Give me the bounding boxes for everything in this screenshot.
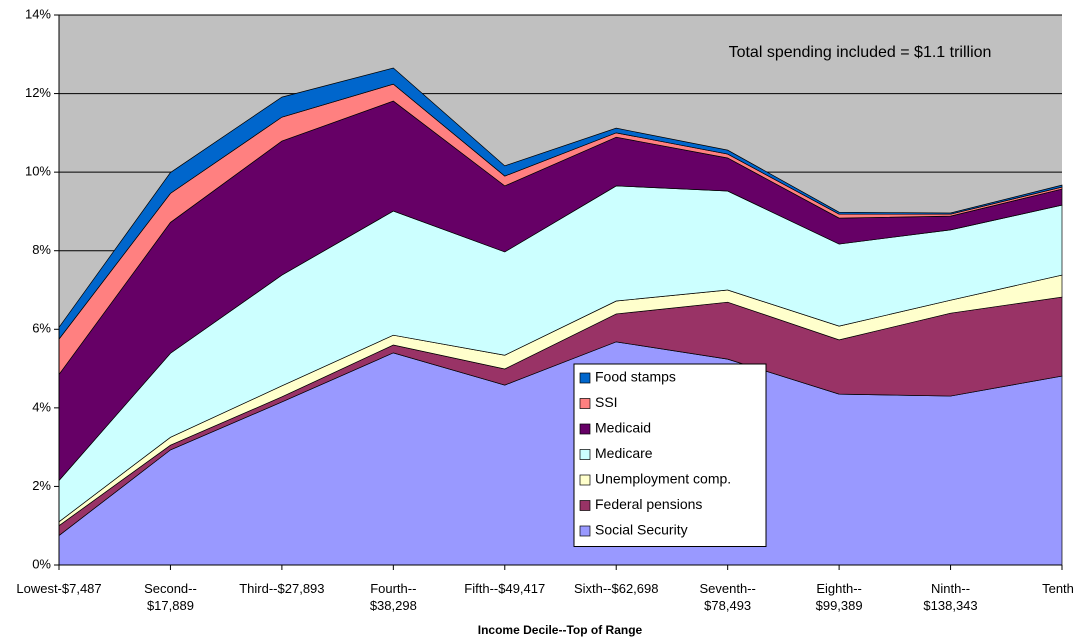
legend-swatch [579,525,591,537]
y-tick-label: 8% [32,242,51,257]
area [58,67,1063,341]
x-tick-label: Fifth--$49,417 [464,581,546,596]
x-tick-label: Sixth--$62,698 [573,581,659,596]
y-tick-label: 14% [25,6,51,21]
x-tick-label: Tenth [1042,581,1074,596]
y-tick-label: 4% [32,399,51,414]
x-tick-label: Seventh-- $78,493 [699,581,756,613]
x-tick-label: Second-- $17,889 [144,581,197,613]
legend-label: Medicaid [595,420,651,436]
legend-label: Unemployment comp. [595,471,731,487]
x-tick-label: Lowest-$7,487 [16,581,102,596]
y-tick-label: 12% [25,85,51,100]
legend-swatch [579,423,591,435]
x-axis-label: Income Decile--Top of Range [478,623,643,637]
legend-swatch [579,398,591,409]
y-tick-label: 10% [25,164,51,179]
y-tick-label: 6% [32,321,51,336]
y-tick-label: 2% [32,478,51,493]
x-tick-label: Eighth-- $99,389 [815,581,863,613]
annotation: Total spending included = $1.1 trillion [729,44,992,61]
legend-swatch [579,474,591,486]
legend-label: Food stamps [595,369,676,385]
legend-label: Social Security [595,522,688,538]
x-tick-label: Third--$27,893 [239,581,325,596]
legend [573,363,767,547]
legend-swatch [579,372,591,384]
x-tick-label: Ninth-- $138,343 [923,581,978,613]
legend-swatch [579,449,591,460]
y-tick-label: 0% [32,556,51,571]
legend-label: SSI [595,394,618,410]
legend-label: Medicare [595,445,653,461]
legend-swatch [579,500,591,511]
legend-label: Federal pensions [595,496,702,512]
x-tick-label: Fourth-- $38,298 [369,581,417,613]
